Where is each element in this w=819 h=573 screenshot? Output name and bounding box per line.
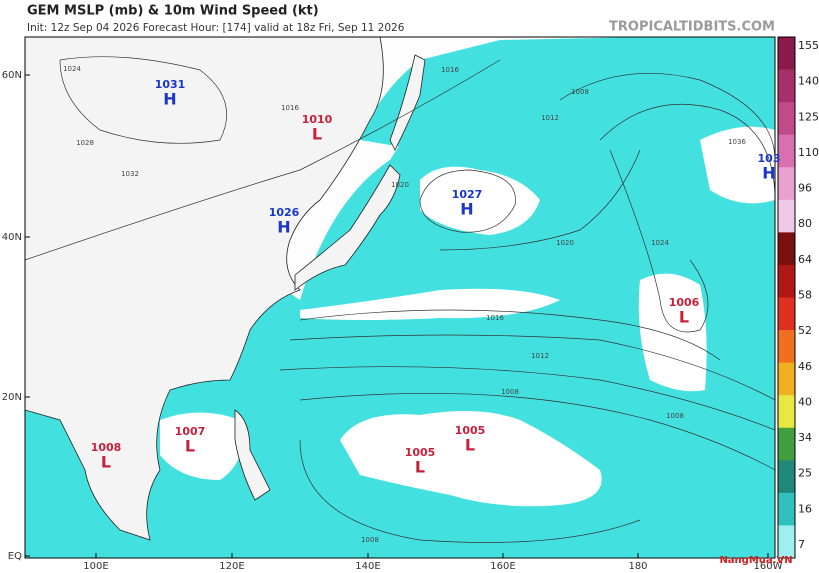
isobar-label: 1016 [486, 314, 504, 322]
isobar-label: 1028 [76, 139, 94, 147]
isobar-label: 1012 [531, 352, 549, 360]
longitude-label: 180 [628, 561, 647, 572]
pressure-center-symbol: L [679, 308, 689, 327]
colorbar-segment [778, 460, 795, 494]
colorbar-tick-label: 64 [798, 253, 812, 266]
pressure-center-symbol: L [465, 436, 475, 455]
longitude-label: 120E [219, 561, 244, 572]
colorbar-segment [778, 395, 795, 429]
colorbar-tick-label: 125 [798, 110, 819, 123]
colorbar-tick-label: 25 [798, 467, 812, 480]
land [389, 54, 426, 151]
colorbar-tick-label: 110 [798, 146, 819, 159]
colorbar-segment [778, 232, 795, 266]
colorbar-tick-label: 40 [798, 395, 812, 408]
pressure-center-value: 1005 [455, 424, 486, 437]
wind-shading [360, 37, 640, 150]
source-site: TROPICALTIDBITS.COM [609, 20, 775, 35]
colorbar-segment [778, 525, 795, 559]
colorbar-tick-label: 96 [798, 182, 812, 195]
longitude-label: 160W [754, 561, 783, 572]
latitude-label: EQ [8, 551, 22, 562]
land [234, 409, 271, 501]
pressure-center-symbol: L [185, 437, 195, 456]
colorbar-segment [778, 492, 795, 526]
longitude-label: 160E [490, 561, 515, 572]
colorbar-segment [778, 69, 795, 103]
pressure-center-value: 1026 [269, 206, 300, 219]
land [294, 164, 401, 291]
colorbar-tick-label: 7 [798, 538, 805, 551]
isobar-label: 1008 [571, 88, 589, 96]
pressure-center-value: 1005 [405, 446, 436, 459]
colorbar-segment [778, 362, 795, 396]
colorbar-segment [778, 199, 795, 233]
pressure-center-symbol: L [415, 458, 425, 477]
isobar-label: 1032 [121, 170, 139, 178]
isobar-label: 1024 [651, 239, 669, 247]
latitude-label: 40N [2, 232, 22, 243]
calm-region [160, 412, 243, 480]
colorbar-segment [778, 102, 795, 136]
pressure-center-symbol: H [277, 218, 290, 237]
colorbar-tick-label: 140 [798, 75, 819, 88]
calm-region [340, 411, 602, 507]
map-title: GEM MSLP (mb) & 10m Wind Speed (kt) [27, 4, 319, 19]
map-border [24, 36, 776, 559]
pressure-center-symbol: H [762, 164, 775, 183]
colorbar-segment [778, 134, 795, 168]
latitude-label: 60N [2, 70, 22, 81]
isobar-label: 1012 [541, 114, 559, 122]
latitude-label: 20N [2, 392, 22, 403]
colorbar-tick-label: 46 [798, 360, 812, 373]
colorbar-tick-label: 80 [798, 217, 812, 230]
calm-region [420, 166, 540, 235]
pressure-center-symbol: H [460, 200, 473, 219]
calm-region [638, 273, 707, 392]
colorbar-tick-label: 58 [798, 289, 812, 302]
colorbar-segment [778, 330, 795, 364]
pressure-center-symbol: L [101, 453, 111, 472]
colorbar-segment [778, 297, 795, 331]
isobar-label: 1016 [281, 104, 299, 112]
colorbar-segment [778, 264, 795, 298]
map-frame [24, 36, 776, 559]
pressure-center-value: 1008 [91, 441, 122, 454]
isobar-label: 1036 [728, 138, 746, 146]
isobar-label: 1008 [361, 536, 379, 544]
pressure-center-symbol: H [163, 90, 176, 109]
isobar-label: 1008 [666, 412, 684, 420]
calm-region [300, 288, 560, 320]
map-run-info: Init: 12z Sep 04 2026 Forecast Hour: [17… [27, 22, 405, 34]
longitude-label: 140E [355, 561, 380, 572]
pressure-center-value: 1007 [175, 425, 206, 438]
colorbar-tick-label: 52 [798, 324, 812, 337]
pressure-center-value: 103 [758, 152, 781, 165]
pressure-center-value: 1031 [155, 78, 186, 91]
pressure-center-value: 1010 [302, 113, 333, 126]
calm-region [700, 126, 775, 204]
colorbar-tick-label: 34 [798, 431, 812, 444]
watermark: NangMua.VN [719, 555, 792, 566]
longitude-label: 100E [83, 561, 108, 572]
isobar-label: 1020 [391, 181, 409, 189]
isobar-label: 1016 [441, 66, 459, 74]
colorbar-tick-label: 16 [798, 502, 812, 515]
pressure-center-symbol: L [312, 125, 322, 144]
colorbar-border [777, 36, 796, 559]
colorbar-tick-label: 155 [798, 39, 819, 52]
isobar-label: 1020 [556, 239, 574, 247]
land [25, 37, 384, 541]
isobars [25, 56, 775, 543]
colorbar-segment [778, 427, 795, 461]
isobar-label: 1024 [63, 65, 81, 73]
colorbar-segment [778, 37, 795, 71]
pressure-center-value: 1027 [452, 188, 483, 201]
pressure-center-value: 1006 [669, 296, 700, 309]
isobar-label: 1008 [501, 388, 519, 396]
colorbar-segment [778, 167, 795, 201]
